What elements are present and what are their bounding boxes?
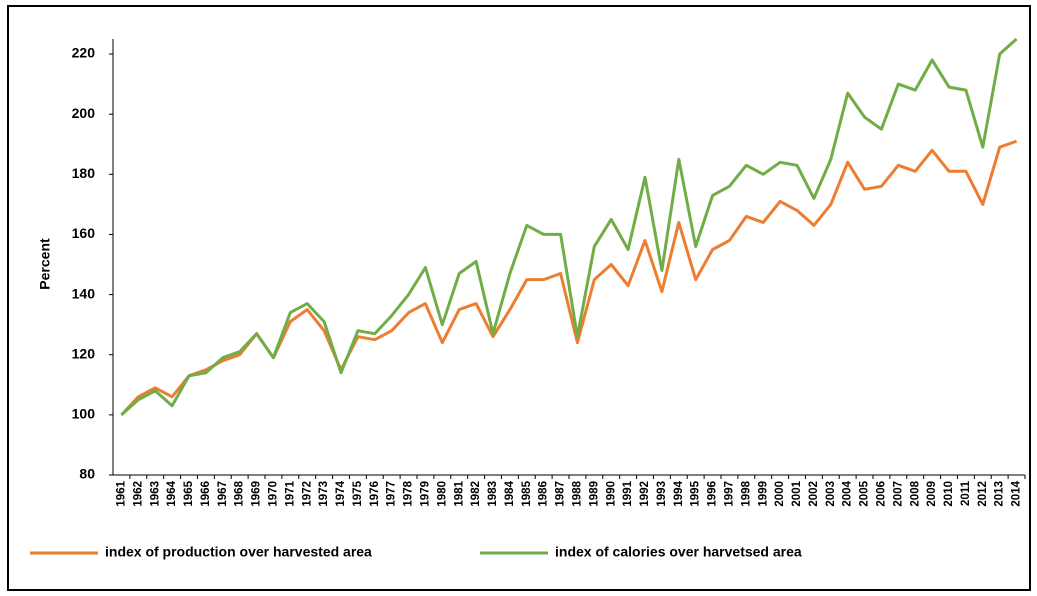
y-tick-label: 100 bbox=[72, 406, 96, 422]
x-tick-label: 1974 bbox=[335, 480, 347, 506]
x-tick-label: 1986 bbox=[538, 481, 550, 507]
x-tick-label: 1971 bbox=[284, 480, 296, 506]
x-tick-label: 1967 bbox=[217, 481, 229, 507]
legend-label: index of production over harvested area bbox=[105, 544, 372, 560]
x-tick-label: 1973 bbox=[318, 481, 330, 507]
y-tick-label: 80 bbox=[79, 466, 95, 482]
x-tick-label: 2014 bbox=[1011, 480, 1023, 506]
x-tick-label: 1989 bbox=[588, 481, 600, 507]
x-tick-label: 1972 bbox=[301, 481, 313, 507]
x-tick-label: 1995 bbox=[690, 480, 702, 506]
x-tick-label: 1961 bbox=[115, 480, 127, 506]
x-tick-label: 2009 bbox=[926, 481, 938, 507]
legend-label: index of calories over harvetsed area bbox=[555, 544, 802, 560]
y-tick-label: 220 bbox=[72, 45, 96, 61]
x-tick-label: 2011 bbox=[960, 480, 972, 506]
x-tick-label: 1993 bbox=[656, 481, 668, 507]
x-tick-label: 1975 bbox=[352, 480, 364, 506]
x-tick-label: 1987 bbox=[555, 481, 567, 507]
x-tick-label: 2001 bbox=[791, 480, 803, 506]
x-tick-label: 1990 bbox=[605, 481, 617, 507]
y-axis-label: Percent bbox=[37, 238, 53, 290]
x-tick-label: 1964 bbox=[166, 480, 178, 506]
x-tick-label: 1994 bbox=[673, 480, 685, 506]
y-tick-label: 160 bbox=[72, 225, 96, 241]
x-tick-label: 1978 bbox=[403, 480, 415, 506]
x-tick-label: 2008 bbox=[909, 480, 921, 506]
x-tick-label: 1962 bbox=[132, 481, 144, 507]
x-tick-label: 1996 bbox=[707, 481, 719, 507]
x-tick-label: 1992 bbox=[639, 481, 651, 507]
x-tick-label: 2010 bbox=[943, 481, 955, 507]
frame bbox=[7, 5, 1031, 591]
x-tick-label: 1980 bbox=[436, 481, 448, 507]
x-tick-label: 1982 bbox=[470, 481, 482, 507]
x-tick-label: 1983 bbox=[487, 481, 499, 507]
x-tick-label: 2004 bbox=[842, 480, 854, 506]
x-tick-label: 1979 bbox=[419, 481, 431, 507]
y-tick-label: 180 bbox=[72, 165, 96, 181]
x-tick-label: 1966 bbox=[200, 481, 212, 507]
x-tick-label: 1999 bbox=[757, 481, 769, 507]
x-tick-label: 2013 bbox=[994, 481, 1006, 507]
x-tick-label: 2007 bbox=[892, 481, 904, 507]
x-tick-label: 1981 bbox=[453, 480, 465, 506]
x-tick-label: 1985 bbox=[521, 480, 533, 506]
x-tick-label: 2003 bbox=[825, 481, 837, 507]
x-tick-label: 1988 bbox=[571, 480, 583, 506]
x-tick-label: 1984 bbox=[504, 480, 516, 506]
series-line bbox=[120, 37, 1018, 417]
x-tick-label: 1965 bbox=[183, 480, 195, 506]
x-tick-label: 2005 bbox=[859, 480, 871, 506]
x-tick-label: 2012 bbox=[977, 481, 989, 507]
x-tick-label: 1997 bbox=[723, 481, 735, 507]
x-tick-label: 1963 bbox=[149, 481, 161, 507]
x-tick-label: 2002 bbox=[808, 481, 820, 507]
x-tick-label: 2000 bbox=[774, 481, 786, 507]
x-tick-label: 1969 bbox=[251, 481, 263, 507]
y-tick-label: 200 bbox=[72, 105, 96, 121]
x-tick-label: 2006 bbox=[875, 481, 887, 507]
x-tick-label: 1977 bbox=[386, 481, 398, 507]
x-tick-label: 1976 bbox=[369, 481, 381, 507]
y-tick-label: 120 bbox=[72, 345, 96, 361]
x-tick-label: 1970 bbox=[267, 481, 279, 507]
x-tick-label: 1968 bbox=[234, 480, 246, 506]
x-tick-label: 1991 bbox=[622, 480, 634, 506]
x-tick-label: 1998 bbox=[740, 480, 752, 506]
y-tick-label: 140 bbox=[72, 285, 96, 301]
